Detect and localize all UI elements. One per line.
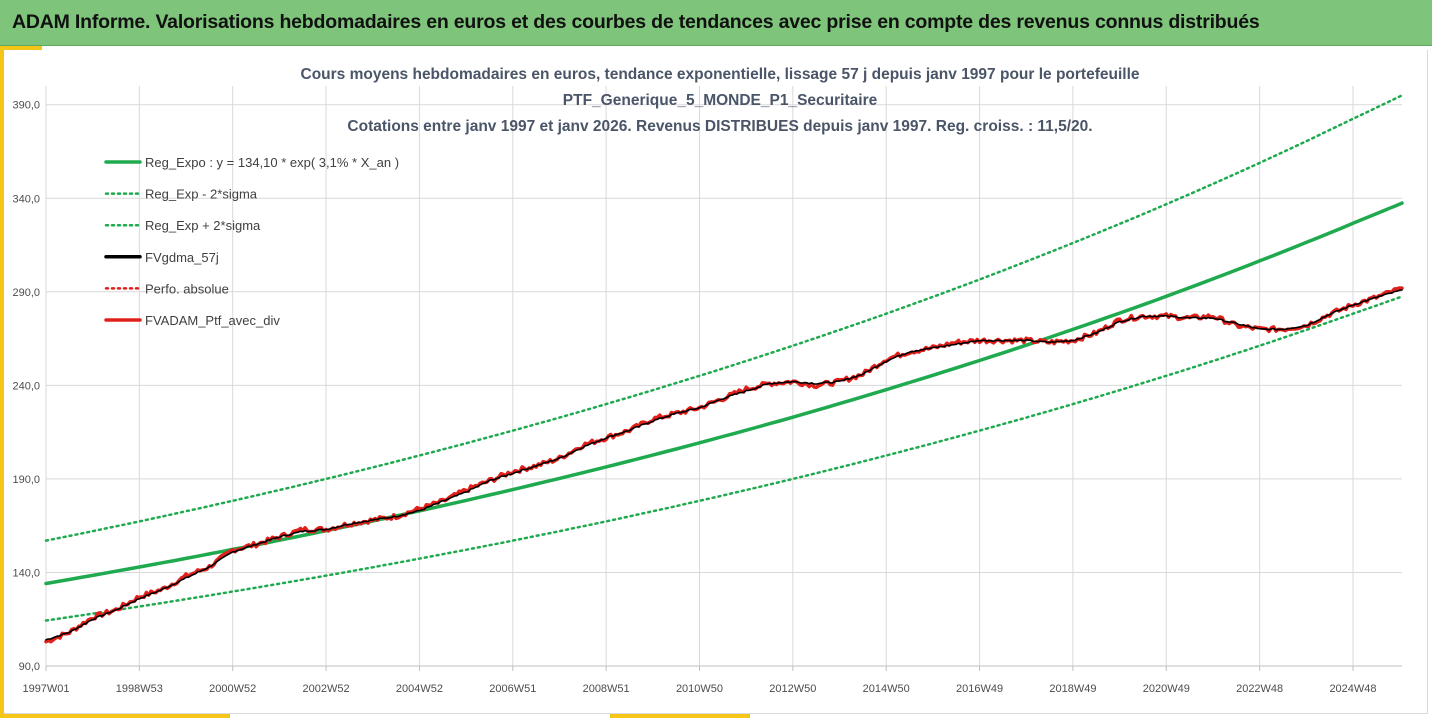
chart-frame: [4, 50, 1428, 714]
chart-axes: 90,0 140,0 190,0 240,0 290,0 340,0 390,0 1997W0…: [12, 100, 1402, 695]
x-tick-label: 2006W51: [489, 683, 536, 695]
legend-label: FVgdma_57j: [145, 250, 219, 265]
y-tick-label: 290,0: [12, 287, 40, 299]
x-tick-label: 2014W50: [863, 683, 910, 695]
accent-bar-bottom-middle: [610, 714, 750, 718]
report-header: ADAM Informe. Valorisations hebdomadaire…: [0, 0, 1432, 46]
accent-bar-left: [0, 46, 4, 718]
x-tick-label: 2004W52: [396, 683, 443, 695]
legend-label: FVADAM_Ptf_avec_div: [145, 313, 280, 328]
accent-bar-bottom-left: [0, 714, 230, 718]
legend-label: Reg_Exp + 2*sigma: [145, 218, 261, 233]
x-tick-label: 2024W48: [1329, 683, 1376, 695]
report-title: ADAM Informe. Valorisations hebdomadaire…: [12, 11, 1260, 33]
chart-grid: [45, 86, 1402, 667]
series-line-reg-exp-2-sigma: [44, 295, 1404, 622]
x-tick-label: 2022W48: [1236, 683, 1283, 695]
x-tick-label: 1998W53: [116, 683, 163, 695]
x-tick-label: 2002W52: [303, 683, 350, 695]
legend-label: Reg_Exp - 2*sigma: [145, 187, 258, 202]
y-tick-label: 140,0: [12, 567, 40, 579]
legend-label: Reg_Expo : y = 134,10 * exp( 3,1% * X_an…: [145, 155, 399, 170]
x-tick-label: 1997W01: [22, 683, 69, 695]
series-line-reg-expo: [44, 201, 1404, 586]
chart-legend: Reg_Expo : y = 134,10 * exp( 3,1% * X_an…: [104, 155, 399, 328]
series-line-fvgdma-57j: [45, 289, 1403, 641]
series-line-reg-exp-2-sigma: [44, 94, 1404, 542]
x-tick-label: 2008W51: [583, 683, 630, 695]
y-tick-label: 240,0: [12, 380, 40, 392]
y-tick-label: 390,0: [12, 100, 40, 112]
y-tick-label: 90,0: [19, 661, 40, 673]
x-tick-label: 2020W49: [1143, 683, 1190, 695]
accent-bar-top-left: [0, 46, 42, 50]
legend-label: Perfo. absolue: [145, 281, 229, 296]
y-tick-label: 190,0: [12, 474, 40, 486]
x-tick-label: 2016W49: [956, 683, 1003, 695]
chart-series: [44, 94, 1404, 644]
x-tick-label: 2000W52: [209, 683, 256, 695]
chart-title-line-3: Cotations entre janv 1997 et janv 2026. …: [347, 118, 1093, 135]
x-tick-label: 2018W49: [1049, 683, 1096, 695]
chart-title-line-2: PTF_Generique_5_MONDE_P1_Securitaire: [562, 92, 878, 109]
y-tick-label: 340,0: [12, 193, 40, 205]
x-tick-label: 2012W50: [769, 683, 816, 695]
chart-title-line-1: Cours moyens hebdomadaires en euros, ten…: [300, 66, 1140, 83]
x-tick-label: 2010W50: [676, 683, 723, 695]
